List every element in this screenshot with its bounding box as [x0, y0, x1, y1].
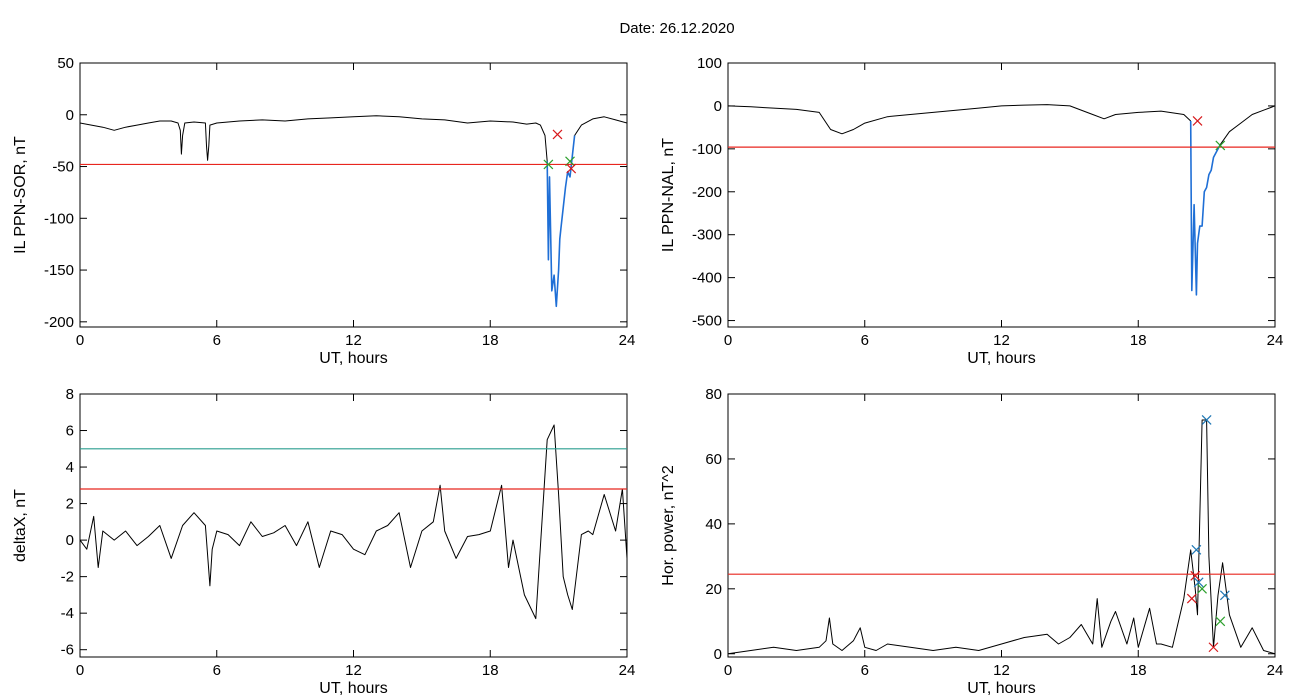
y-tick-label: -400 — [692, 270, 722, 287]
y-tick-label: 0 — [714, 646, 722, 663]
y-tick-label: -50 — [52, 159, 74, 176]
y-tick-label: 60 — [705, 451, 722, 468]
y-tick-label: 0 — [66, 107, 74, 124]
x-tick-label: 0 — [724, 662, 732, 679]
event-series-line — [546, 135, 576, 308]
event-marker-red — [1186, 593, 1197, 604]
y-tick-label: 4 — [66, 459, 74, 476]
x-axis-label: UT, hours — [319, 680, 387, 697]
y-tick-label: -6 — [61, 642, 74, 659]
x-tick-label: 18 — [1130, 332, 1147, 349]
series-line — [80, 115, 548, 162]
event-marker-blue — [1193, 577, 1204, 588]
y-tick-label: 40 — [705, 516, 722, 533]
plot-area — [80, 115, 627, 308]
panel-hor-power: 0 6 12 18 24 80 60 40 20 0 UT, hours Hor. power, nT… — [660, 386, 1283, 697]
series-line — [1219, 105, 1275, 145]
x-tick-label: 24 — [1267, 332, 1284, 349]
plot-area — [728, 415, 1275, 655]
x-tick-label: 18 — [1130, 662, 1147, 679]
event-marker-red — [566, 163, 577, 174]
y-axis-label: IL PPN-NAL, nT — [660, 138, 677, 252]
x-tick-label: 18 — [482, 662, 499, 679]
plot-area — [80, 424, 627, 620]
y-tick-label: 8 — [66, 386, 74, 403]
y-tick-label: -100 — [44, 210, 74, 227]
panel-il-ppn-sor: 0 6 12 18 24 50 0 -50 -100 -150 -200 UT, hours IL PP… — [12, 55, 635, 367]
x-tick-label: 24 — [619, 332, 636, 349]
event-marker-red — [1208, 642, 1219, 653]
y-tick-label: 0 — [66, 532, 74, 549]
event-marker-blue — [1219, 590, 1230, 601]
x-axis-label: UT, hours — [967, 350, 1035, 367]
y-tick-label: -200 — [692, 184, 722, 201]
y-axis-label: deltaX, nT — [12, 489, 29, 562]
event-marker-green — [1197, 583, 1207, 594]
x-tick-label: 12 — [345, 332, 362, 349]
y-tick-label: 6 — [66, 423, 74, 440]
series-line — [80, 424, 627, 620]
x-tick-label: 24 — [619, 662, 636, 679]
plot-frame — [727, 62, 1276, 328]
event-marker-blue — [1191, 544, 1202, 555]
event-marker-green — [1215, 140, 1226, 151]
x-tick-label: 12 — [345, 662, 362, 679]
x-tick-label: 24 — [1267, 662, 1284, 679]
panel-deltax: 0 6 12 18 24 8 6 4 2 0 -2 -4 -6 UT, hours deltaX, nT — [12, 386, 635, 697]
x-tick-label: 6 — [213, 332, 221, 349]
series-line — [574, 116, 627, 136]
series-line — [728, 104, 1192, 135]
event-marker-green — [1215, 616, 1226, 627]
y-tick-label: -150 — [44, 262, 74, 279]
x-tick-label: 0 — [76, 332, 84, 349]
y-tick-label: 20 — [705, 581, 722, 598]
plot-area — [728, 104, 1275, 296]
x-axis-label: UT, hours — [319, 350, 387, 367]
y-tick-label: -4 — [61, 605, 74, 622]
figure-title: Date: 26.12.2020 — [619, 20, 734, 37]
plot-frame — [79, 62, 628, 328]
y-axis-label: IL PPN-SOR, nT — [12, 136, 29, 254]
event-marker-red — [1190, 570, 1201, 581]
panel-il-ppn-nal: 0 6 12 18 24 100 0 -100 -200 -300 -400 -500 UT, hour… — [660, 55, 1283, 367]
event-marker-blue — [1201, 415, 1212, 425]
event-series-line — [1189, 120, 1222, 296]
y-tick-label: 80 — [705, 386, 722, 403]
event-marker-green — [543, 159, 554, 170]
y-tick-label: -2 — [61, 569, 74, 586]
y-tick-label: -200 — [44, 314, 74, 331]
x-tick-label: 6 — [861, 332, 869, 349]
x-tick-label: 12 — [993, 662, 1010, 679]
series-line — [728, 419, 1275, 655]
y-tick-label: 50 — [57, 55, 74, 72]
x-tick-label: 6 — [213, 662, 221, 679]
event-marker-red — [1192, 116, 1203, 126]
x-tick-label: 6 — [861, 662, 869, 679]
x-tick-label: 0 — [76, 662, 84, 679]
y-tick-label: 0 — [714, 98, 722, 115]
x-tick-label: 0 — [724, 332, 732, 349]
event-marker-red — [552, 129, 563, 140]
y-tick-label: -100 — [692, 141, 722, 158]
x-axis-label: UT, hours — [967, 680, 1035, 697]
plot-frame — [727, 393, 1276, 658]
y-tick-label: 2 — [66, 496, 74, 513]
y-tick-label: 100 — [697, 55, 722, 72]
y-axis-label: Hor. power, nT^2 — [660, 465, 677, 586]
y-tick-label: -300 — [692, 227, 722, 244]
plot-frame — [79, 393, 628, 658]
x-tick-label: 18 — [482, 332, 499, 349]
y-tick-label: -500 — [692, 313, 722, 330]
x-tick-label: 12 — [993, 332, 1010, 349]
